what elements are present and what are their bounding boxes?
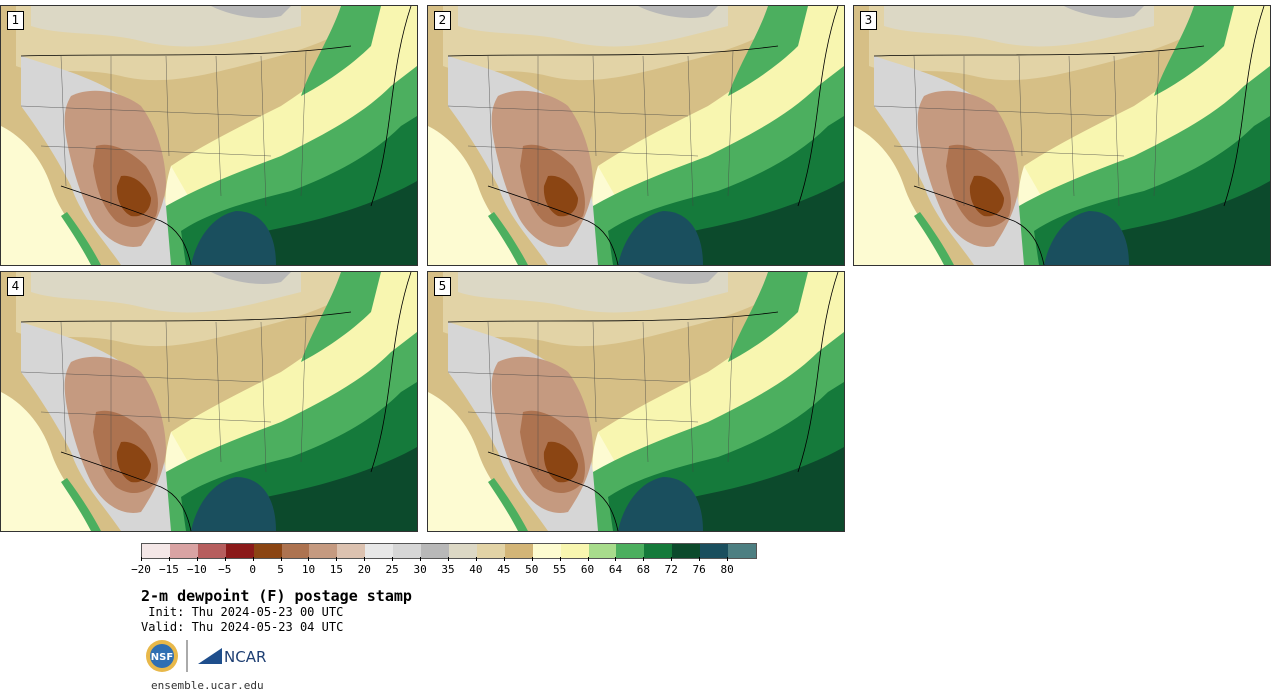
- colorbar-swatch: [532, 544, 561, 558]
- colorbar-ticks: −20 −15 −10 −5 0 5 10 15 20 25 30 35 40 45 50 55 60 64 68 7…: [131, 557, 757, 577]
- colorbar-tick: [615, 557, 617, 561]
- colorbar-swatch: [337, 544, 366, 558]
- colorbar-swatch: [504, 544, 533, 558]
- panel-number: 3: [860, 11, 877, 30]
- dewpoint-map: [1, 272, 417, 531]
- panel-number: 4: [7, 277, 24, 296]
- colorbar-swatch: [421, 544, 449, 558]
- colorbar-tick-label: 5: [277, 563, 284, 576]
- colorbar-tick-label: 64: [608, 563, 623, 576]
- colorbar-tick: [671, 557, 673, 561]
- colorbar-swatch: [672, 544, 701, 558]
- colorbar-swatch: [448, 544, 477, 558]
- colorbar-tick-label: 60: [580, 563, 595, 576]
- colorbar-tick: [392, 557, 394, 561]
- footer-url: ensemble.ucar.edu: [151, 679, 264, 692]
- colorbar-tick-label: 55: [553, 563, 567, 576]
- nsf-logo: NSF: [146, 640, 178, 672]
- colorbar-tick-label: −20: [131, 563, 151, 576]
- colorbar-swatch: [169, 544, 198, 558]
- colorbar-tick-label: 80: [720, 563, 734, 576]
- colorbar-swatch: [309, 544, 338, 558]
- colorbar-tick-label: 45: [497, 563, 511, 576]
- colorbar-swatch: [644, 544, 673, 558]
- colorbar-swatch: [588, 544, 617, 558]
- panel-number: 5: [434, 277, 451, 296]
- colorbar-swatch: [560, 544, 589, 558]
- colorbar-tick: [503, 557, 505, 561]
- colorbar-tick: [336, 557, 338, 561]
- ncar-logo: NCAR: [198, 648, 266, 666]
- map-panel-3: 3: [853, 5, 1271, 266]
- colorbar-tick-label: 15: [329, 563, 343, 576]
- ncar-logo-text: NCAR: [224, 648, 266, 666]
- colorbar-tick-label: 50: [525, 563, 539, 576]
- map-panel-5: 5: [427, 271, 845, 532]
- colorbar-tick: [141, 557, 142, 561]
- colorbar-tick-label: 10: [301, 563, 316, 576]
- colorbar: [141, 543, 757, 559]
- colorbar-tick: [280, 557, 282, 561]
- dewpoint-map: [428, 6, 844, 265]
- dewpoint-map: [1, 6, 417, 265]
- init-time: Init: Thu 2024-05-23 00 UTC: [141, 605, 344, 619]
- colorbar-swatch: [616, 544, 645, 558]
- colorbar-tick: [224, 557, 226, 561]
- colorbar-tick: [727, 557, 729, 561]
- colorbar-swatch: [393, 544, 422, 558]
- colorbar-tick-label: 35: [441, 563, 455, 576]
- colorbar-tick: [196, 557, 198, 561]
- colorbar-tick-label: 40: [469, 563, 483, 576]
- panel-number: 2: [434, 11, 451, 30]
- colorbar-tick-label: 20: [357, 563, 371, 576]
- colorbar-tick: [475, 557, 477, 561]
- chart-title: 2-m dewpoint (F) postage stamp: [141, 587, 412, 605]
- map-panel-2: 2: [427, 5, 845, 266]
- colorbar-tick-label: −10: [186, 563, 207, 576]
- colorbar-tick-label: −5: [218, 563, 232, 576]
- colorbar-swatch: [197, 544, 226, 558]
- colorbar-tick-label: −15: [158, 563, 179, 576]
- colorbar-tick-label: 68: [636, 563, 650, 576]
- colorbar-tick-label: 30: [413, 563, 427, 576]
- map-panel-1: 1: [0, 5, 418, 266]
- colorbar-tick: [308, 557, 310, 561]
- colorbar-swatch: [225, 544, 254, 558]
- colorbar-tick: [531, 557, 533, 561]
- colorbar-tick: [168, 557, 170, 561]
- colorbar-tick: [420, 557, 422, 561]
- colorbar-swatch: [142, 544, 170, 558]
- valid-time: Valid: Thu 2024-05-23 04 UTC: [141, 620, 344, 634]
- logos: NSF NCAR: [144, 638, 284, 674]
- colorbar-tick-label: 0: [249, 563, 256, 576]
- dewpoint-map: [854, 6, 1270, 265]
- panel-number: 1: [7, 11, 24, 30]
- colorbar-swatch: [700, 544, 729, 558]
- colorbar-tick: [699, 557, 701, 561]
- colorbar-tick: [252, 557, 254, 561]
- map-panel-4: 4: [0, 271, 418, 532]
- colorbar-tick-label: 72: [664, 563, 678, 576]
- colorbar-tick: [559, 557, 561, 561]
- dewpoint-map: [428, 272, 844, 531]
- colorbar-swatch: [728, 544, 756, 558]
- nsf-logo-text: NSF: [151, 652, 173, 663]
- colorbar-tick: [364, 557, 366, 561]
- colorbar-swatch: [476, 544, 505, 558]
- colorbar-swatch: [253, 544, 282, 558]
- colorbar-tick-label: 25: [385, 563, 399, 576]
- colorbar-tick-label: 76: [692, 563, 706, 576]
- colorbar-swatch: [365, 544, 394, 558]
- colorbar-tick: [643, 557, 645, 561]
- colorbar-swatch: [281, 544, 310, 558]
- colorbar-tick: [587, 557, 589, 561]
- colorbar-tick: [448, 557, 449, 561]
